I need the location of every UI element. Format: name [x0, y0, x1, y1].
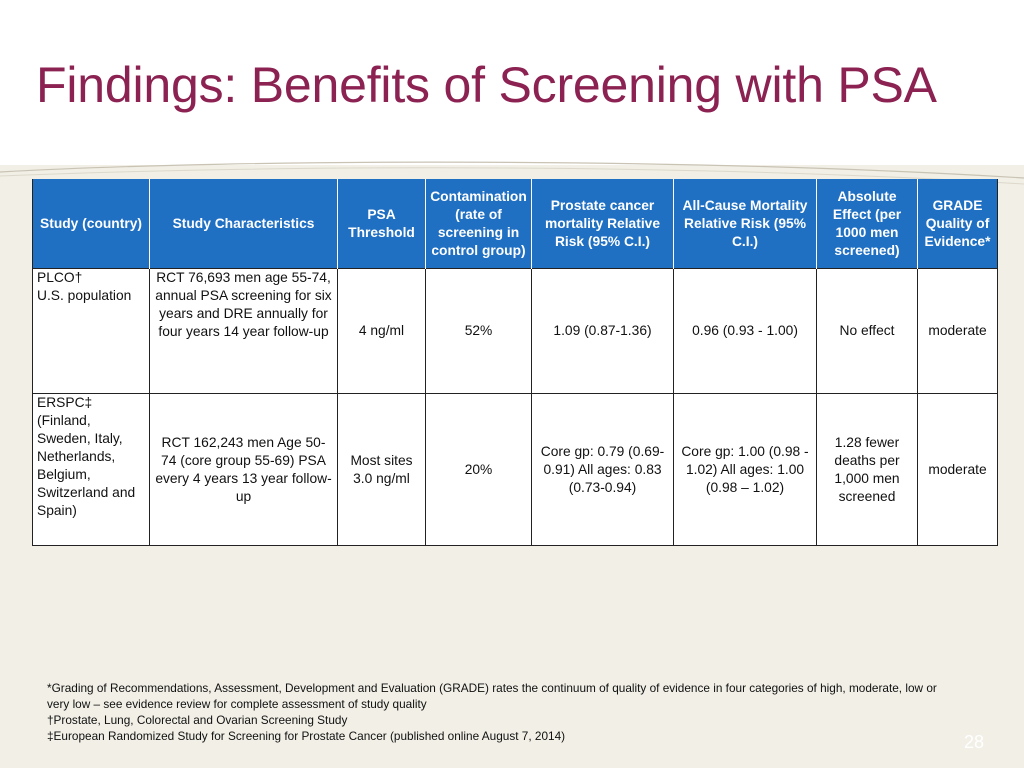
header-grade: GRADE Quality of Evidence*	[917, 179, 998, 269]
table-header-row: Study (country) Study Characteristics PS…	[32, 179, 998, 269]
study-country: (Finland, Sweden, Italy, Netherlands, Be…	[37, 413, 136, 518]
footnote-erspc: ‡European Randomized Study for Screening…	[47, 729, 566, 743]
absolute-effect-cell: No effect	[816, 268, 918, 394]
psa-threshold-cell: 4 ng/ml	[337, 268, 426, 394]
header-pc-mortality: Prostate cancer mortality Relative Risk …	[531, 179, 674, 269]
characteristics-cell: RCT 162,243 men Age 50-74 (core group 55…	[149, 393, 338, 546]
allcause-cell: 0.96 (0.93 - 1.00)	[673, 268, 817, 394]
contamination-cell: 20%	[425, 393, 532, 546]
grade-cell: moderate	[917, 393, 998, 546]
characteristics-cell: RCT 76,693 men age 55-74, annual PSA scr…	[149, 268, 338, 394]
study-cell: ERSPC‡ (Finland, Sweden, Italy, Netherla…	[32, 393, 150, 546]
absolute-effect-cell: 1.28 fewer deaths per 1,000 men screened	[816, 393, 918, 546]
contamination-cell: 52%	[425, 268, 532, 394]
pc-mortality-cell: Core gp: 0.79 (0.69-0.91) All ages: 0.83…	[531, 393, 674, 546]
footnotes: *Grading of Recommendations, Assessment,…	[47, 680, 947, 744]
header-characteristics: Study Characteristics	[149, 179, 338, 269]
title-band	[0, 0, 1024, 165]
findings-table: Study (country) Study Characteristics PS…	[32, 179, 998, 546]
grade-cell: moderate	[917, 268, 998, 394]
study-name: PLCO†	[37, 270, 83, 285]
table-row: ERSPC‡ (Finland, Sweden, Italy, Netherla…	[32, 393, 998, 546]
decorative-curve	[0, 161, 1024, 185]
allcause-cell: Core gp: 1.00 (0.98 - 1.02) All ages: 1.…	[673, 393, 817, 546]
header-psa-threshold: PSA Threshold	[337, 179, 426, 269]
slide-title: Findings: Benefits of Screening with PSA	[36, 57, 937, 113]
header-study: Study (country)	[32, 179, 150, 269]
header-allcause-mortality: All-Cause Mortality Relative Risk (95% C…	[673, 179, 817, 269]
header-contamination: Contamination (rate of screening in cont…	[425, 179, 532, 269]
pc-mortality-cell: 1.09 (0.87-1.36)	[531, 268, 674, 394]
psa-threshold-cell: Most sites 3.0 ng/ml	[337, 393, 426, 546]
study-name: ERSPC‡	[37, 395, 93, 410]
study-cell: PLCO† U.S. population	[32, 268, 150, 394]
footnote-grade: *Grading of Recommendations, Assessment,…	[47, 681, 937, 711]
study-country: U.S. population	[37, 288, 132, 303]
header-absolute-effect: Absolute Effect (per 1000 men screened)	[816, 179, 918, 269]
slide-number: 28	[964, 732, 985, 752]
footnote-plco: †Prostate, Lung, Colorectal and Ovarian …	[47, 713, 348, 727]
table-row: PLCO† U.S. population RCT 76,693 men age…	[32, 268, 998, 394]
